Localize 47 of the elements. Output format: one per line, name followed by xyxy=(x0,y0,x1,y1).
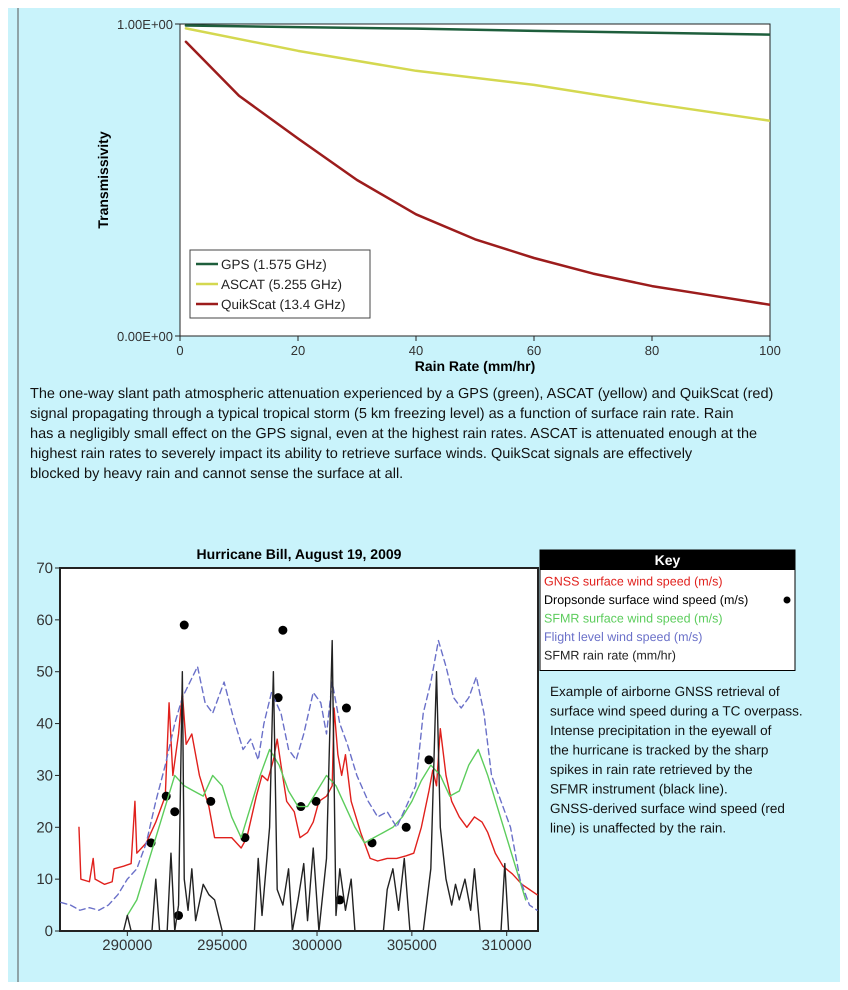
text: SFMR surface wind speed (m/s) xyxy=(544,612,723,626)
x-tick-label: 0 xyxy=(176,343,184,358)
x-tick-label: 100 xyxy=(759,343,781,358)
y-tick-label: 20 xyxy=(36,819,53,836)
x-tick-label: 305000 xyxy=(386,937,437,954)
text: The one-way slant path atmospheric attenuation experienced by a GPS (green), ASCAT (yellow) and QuikScat (red) signal propagating through a typical tropical storm (5 km freezing level) as a function of surface rain rate. Rain has a negligibly small effect on the GPS signal, even at the highest rain rates. ASCAT is attenuated enough at the highest rain rates to severely impact its ability to retrieve surface winds. QuikScat signals are effectively blocked by heavy rain and cannot sense the surface at all. xyxy=(30,386,774,482)
line-series xyxy=(184,27,770,122)
text: SFMR rain rate (mm/hr) xyxy=(544,648,676,662)
point xyxy=(342,704,351,713)
text: GNSS surface wind speed (m/s) xyxy=(544,574,723,588)
point xyxy=(278,626,288,635)
point xyxy=(424,755,434,764)
text: Example of airborne GNSS retrieval of surface wind speed during a TC overpass. Intense precipitation in the eyewall of the hurricane is tracked by the sharp spikes in rain rate retrieved by the SFMR instrument (black line). GNSS-derived surface wind speed (red line) is unaffected by the rain. xyxy=(550,684,803,836)
legend-label: ASCAT (5.255 GHz) xyxy=(221,277,342,292)
y-tick-label: 40 xyxy=(36,716,53,733)
x-tick-label: 290000 xyxy=(102,937,152,954)
y-tick-label: 60 xyxy=(36,612,53,629)
y-tick-label: 30 xyxy=(36,767,53,784)
y-tick-label: 70 xyxy=(36,560,53,577)
y-tick-label: 50 xyxy=(36,664,53,681)
legend-title: Key xyxy=(654,552,681,568)
point xyxy=(312,796,321,806)
text: Dropsonde surface wind speed (m/s) xyxy=(544,593,748,607)
legend-label: GPS (1.575 GHz) xyxy=(221,257,327,272)
y-axis-title: Transmissivity xyxy=(95,131,111,229)
y-tick-label: 10 xyxy=(36,871,53,888)
y-tick-label: 1.00E+00 xyxy=(116,17,173,32)
chart-title: Hurricane Bill, August 19, 2009 xyxy=(196,546,402,562)
point xyxy=(402,822,411,832)
line-series xyxy=(184,24,770,36)
point xyxy=(170,807,180,816)
x-tick-label: 295000 xyxy=(197,937,248,954)
x-tick-label: 80 xyxy=(644,343,660,358)
x-tick-label: 40 xyxy=(408,343,424,358)
x-axis-title: Rain Rate (mm/hr) xyxy=(414,358,536,374)
text: Flight level wind speed (m/s) xyxy=(544,630,702,644)
y-tick-label: 0.00E+00 xyxy=(116,329,173,344)
x-tick-label: 60 xyxy=(526,343,542,358)
y-tick-label: 0 xyxy=(44,923,53,940)
point xyxy=(206,796,216,806)
x-tick-label: 300000 xyxy=(292,937,342,954)
x-tick-label: 310000 xyxy=(482,937,532,954)
x-tick-label: 20 xyxy=(290,343,306,358)
legend-label: QuikScat (13.4 GHz) xyxy=(221,297,346,312)
point xyxy=(180,620,189,630)
line-series xyxy=(126,748,526,916)
line-series xyxy=(60,640,538,911)
